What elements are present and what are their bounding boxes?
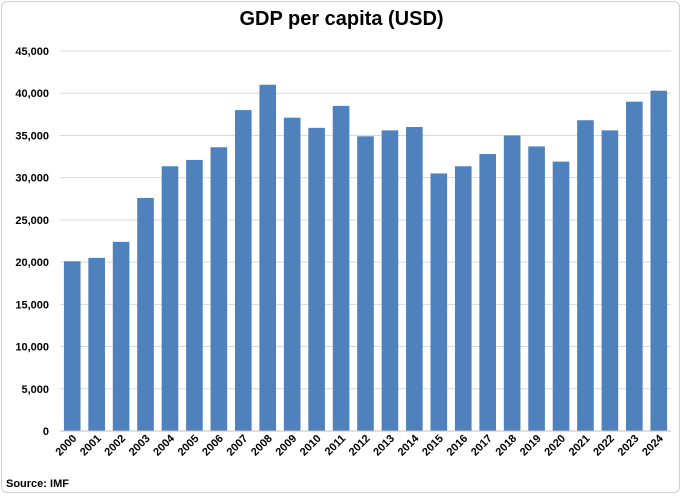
bar-2017 — [479, 154, 497, 431]
x-tick-label: 2018 — [493, 433, 519, 459]
x-tick-label: 2000 — [54, 433, 80, 459]
chart-title: GDP per capita (USD) — [239, 8, 444, 30]
x-tick-label: 2023 — [616, 433, 642, 459]
x-tick-label: 2020 — [542, 433, 568, 459]
y-tick-label: 25,000 — [15, 215, 49, 227]
x-tick-label: 2008 — [249, 433, 275, 459]
bar-2010 — [308, 127, 325, 431]
x-tick-label: 2001 — [78, 433, 104, 459]
x-tick-label: 2017 — [469, 433, 495, 459]
bar-2023 — [626, 101, 643, 432]
bar-2024 — [650, 90, 668, 431]
y-tick-label: 45,000 — [15, 46, 49, 58]
x-tick-label: 2004 — [151, 432, 177, 458]
y-tick-label: 40,000 — [15, 88, 49, 100]
y-tick-label: 15,000 — [15, 299, 49, 311]
x-tick-label: 2013 — [371, 433, 397, 459]
bar-2001 — [88, 257, 105, 431]
y-tick-label: 30,000 — [15, 173, 49, 185]
bar-2020 — [552, 161, 570, 431]
bar-2009 — [283, 117, 301, 431]
x-tick-label: 2014 — [396, 432, 422, 458]
x-tick-label: 2012 — [347, 433, 373, 459]
bar-2012 — [357, 136, 374, 432]
x-tick-label: 2009 — [274, 433, 300, 459]
y-tick-label: 20,000 — [15, 257, 49, 269]
bar-2019 — [528, 146, 545, 431]
x-tick-label: 2005 — [176, 433, 202, 459]
bar-2022 — [601, 130, 619, 431]
bar-2005 — [186, 159, 203, 431]
x-tick-label: 2002 — [102, 433, 128, 459]
bar-2013 — [381, 130, 399, 431]
y-tick-label: 35,000 — [15, 130, 49, 142]
bar-2016 — [454, 166, 472, 431]
y-tick-label: 10,000 — [15, 342, 49, 354]
bar-2000 — [63, 261, 81, 431]
x-tick-label: 2007 — [225, 433, 251, 459]
x-tick-label: 2019 — [518, 433, 544, 459]
x-tick-label: 2015 — [420, 433, 446, 459]
x-tick-label: 2022 — [591, 433, 617, 459]
bar-2007 — [234, 110, 252, 431]
x-tick-label: 2003 — [127, 433, 153, 459]
x-tick-label: 2011 — [323, 433, 348, 458]
bar-2004 — [161, 166, 179, 431]
bar-2018 — [503, 135, 521, 431]
x-tick-label: 2024 — [640, 432, 666, 458]
y-tick-label: 0 — [43, 426, 49, 438]
bar-2006 — [210, 147, 228, 431]
y-tick-label: 5,000 — [21, 384, 49, 396]
bar-2021 — [577, 120, 594, 431]
bar-2008 — [259, 84, 277, 432]
bar-2002 — [112, 241, 130, 431]
bar-2003 — [137, 197, 154, 431]
bar-2014 — [406, 127, 423, 431]
bar-2011 — [332, 105, 350, 431]
x-tick-label: 2010 — [298, 433, 324, 459]
bar-2015 — [430, 173, 448, 431]
source-note: Source: IMF — [6, 478, 69, 490]
x-tick-label: 2016 — [445, 433, 471, 459]
x-tick-label: 2006 — [200, 433, 226, 459]
x-tick-label: 2021 — [567, 433, 593, 459]
